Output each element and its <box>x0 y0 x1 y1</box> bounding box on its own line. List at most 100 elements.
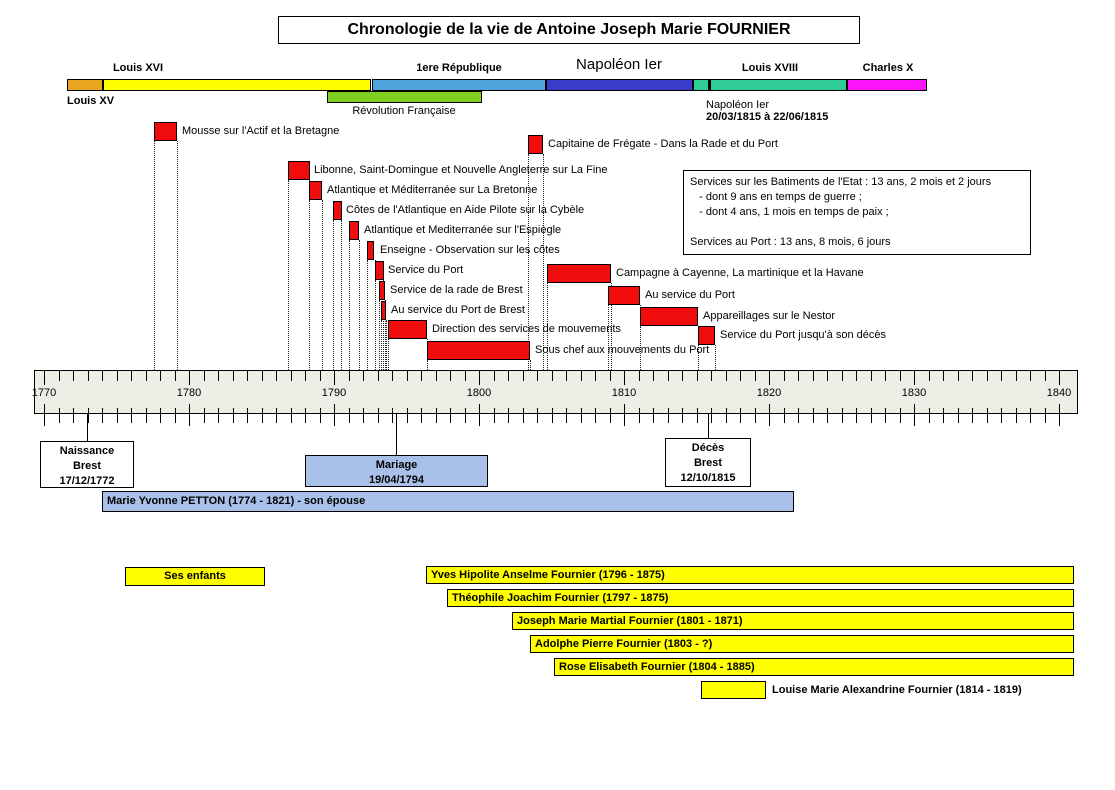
event-bar-sous-chef-aux-mouvements-du-port <box>427 341 530 360</box>
page-title: Chronologie de la vie de Antoine Joseph … <box>278 16 860 44</box>
axis-year-label: 1790 <box>321 387 347 399</box>
axis-tick-bottom <box>972 408 973 423</box>
axis-tick-top <box>465 370 466 381</box>
reign-label-louis-xviii: Louis XVIII <box>741 62 799 74</box>
event-guide-line <box>288 180 289 370</box>
axis-tick-bottom <box>407 408 408 423</box>
axis-tick-bottom <box>436 408 437 423</box>
event-label-sous-chef-aux-mouvements-du-port: Sous chef aux mouvements du Port <box>535 344 710 356</box>
child-bar-rose-elisabeth-fournier-1804-1885: Rose Elisabeth Fournier (1804 - 1885) <box>554 658 1074 676</box>
child-bar-th-ophile-joachim-fournier-1797-1875: Théophile Joachim Fournier (1797 - 1875) <box>447 589 1074 607</box>
axis-tick-bottom <box>827 408 828 423</box>
reign-label-louis-xv: Louis XV <box>67 95 115 107</box>
event-guide-line <box>349 240 350 370</box>
reign-segment-louis-xvi <box>103 79 371 91</box>
event-guide-line <box>177 141 178 370</box>
birth-box-line: Brest <box>72 460 102 472</box>
axis-tick-top <box>363 370 364 381</box>
axis-tick-bottom <box>900 408 901 423</box>
axis-tick-bottom <box>189 404 190 426</box>
event-guide-line <box>547 283 548 370</box>
axis-tick-bottom <box>334 404 335 426</box>
axis-tick-bottom <box>885 408 886 423</box>
event-label-service-du-port-jusqu-son-d-c-s: Service du Port jusqu'à son décès <box>720 329 886 341</box>
axis-tick-top <box>146 370 147 381</box>
event-bar-atlantique-et-m-diterran-e-sur-la-bretonne <box>309 181 322 200</box>
axis-tick-bottom <box>305 408 306 423</box>
axis-tick-bottom <box>88 408 89 423</box>
event-guide-line <box>333 220 334 370</box>
axis-tick-bottom <box>291 408 292 423</box>
axis-tick-bottom <box>131 408 132 423</box>
revolution-bar <box>327 91 482 103</box>
child-bar-joseph-marie-martial-fournier-1801-1871: Joseph Marie Martial Fournier (1801 - 18… <box>512 612 1074 630</box>
axis-tick-top <box>740 370 741 381</box>
event-label-capitaine-de-fr-gate-dans-la-rade-et-du-port: Capitaine de Frégate - Dans la Rade et d… <box>548 138 778 150</box>
event-guide-line <box>309 200 310 370</box>
event-bar-libonne-saint-domingue-et-nouvelle-angleterre-sur-la-fine <box>288 161 310 180</box>
axis-tick-bottom <box>59 408 60 423</box>
axis-tick-top <box>871 370 872 381</box>
children-header-box: Ses enfants <box>125 567 265 586</box>
axis-tick-bottom <box>1001 408 1002 423</box>
axis-tick-bottom <box>798 408 799 423</box>
axis-tick-top <box>639 370 640 381</box>
event-guide-line <box>640 326 641 370</box>
axis-tick-bottom <box>610 408 611 423</box>
axis-tick-top <box>421 370 422 381</box>
event-label-atlantique-et-mediterran-e-sur-l-espi-gle: Atlantique et Mediterranée sur l'Espiègl… <box>364 224 562 236</box>
event-guide-line <box>427 360 428 370</box>
axis-tick-top <box>885 370 886 381</box>
child-label-louise-marie-alexandrine-fournier-1814-1819: Louise Marie Alexandrine Fournier (1814 … <box>772 684 1022 696</box>
axis-tick-top <box>450 370 451 381</box>
services-note-line: Services au Port : 13 ans, 8 mois, 6 jou… <box>690 236 891 248</box>
axis-tick-bottom <box>784 408 785 423</box>
axis-tick-top <box>479 370 480 385</box>
axis-tick-top <box>102 370 103 381</box>
services-note-line: Services sur les Batiments de l'Etat : 1… <box>690 176 992 188</box>
axis-tick-bottom <box>117 408 118 423</box>
event-label-direction-des-services-de-mouvements: Direction des services de mouvements <box>432 323 621 335</box>
event-guide-line <box>375 280 376 370</box>
birth-box: Naissance Brest 17/12/1772 <box>40 441 134 488</box>
axis-tick-bottom <box>233 408 234 423</box>
event-guide-line <box>528 154 529 370</box>
event-bar-capitaine-de-fr-gate-dans-la-rade-et-du-port <box>528 135 543 154</box>
axis-tick-top <box>856 370 857 381</box>
axis-tick-bottom <box>1059 404 1060 426</box>
axis-year-label: 1840 <box>1046 387 1072 399</box>
event-guide-line <box>381 320 382 370</box>
services-note-line <box>690 220 1024 235</box>
marriage-box-line: Mariage <box>375 459 418 471</box>
axis-tick-top <box>320 370 321 381</box>
axis-tick-top <box>1030 370 1031 381</box>
event-label-au-service-du-port: Au service du Port <box>645 289 735 301</box>
axis-tick-bottom <box>856 408 857 423</box>
axis-tick-bottom <box>349 408 350 423</box>
axis-year-label: 1810 <box>611 387 637 399</box>
axis-tick-bottom <box>102 408 103 423</box>
reign-label-1ere-r-publique: 1ere République <box>416 62 502 74</box>
axis-tick-top <box>1016 370 1017 381</box>
axis-tick-top <box>726 370 727 381</box>
axis-tick-top <box>73 370 74 381</box>
axis-tick-top <box>204 370 205 381</box>
axis-tick-top <box>291 370 292 381</box>
event-bar-campagne-cayenne-la-martinique-et-la-havane <box>547 264 611 283</box>
event-bar-appareillages-sur-le-nestor <box>640 307 698 326</box>
axis-tick-top <box>218 370 219 381</box>
child-bar-adolphe-pierre-fournier-1803: Adolphe Pierre Fournier (1803 - ?) <box>530 635 1074 653</box>
axis-tick-bottom <box>842 408 843 423</box>
deces-connector <box>708 414 709 438</box>
axis-tick-top <box>233 370 234 381</box>
axis-tick-bottom <box>639 408 640 423</box>
services-note-box: Services sur les Batiments de l'Etat : 1… <box>683 170 1031 255</box>
axis-tick-top <box>653 370 654 381</box>
reign-label-louis-xvi: Louis XVI <box>112 62 164 74</box>
services-note-line: - dont 9 ans en temps de guerre ; <box>690 191 862 203</box>
axis-year-label: 1800 <box>466 387 492 399</box>
event-guide-line <box>379 300 380 370</box>
event-label-c-tes-de-l-atlantique-en-aide-pilote-sur-la-cyb-le: Côtes de l'Atlantique en Aide Pilote sur… <box>346 204 585 216</box>
event-guide-line <box>322 200 323 370</box>
